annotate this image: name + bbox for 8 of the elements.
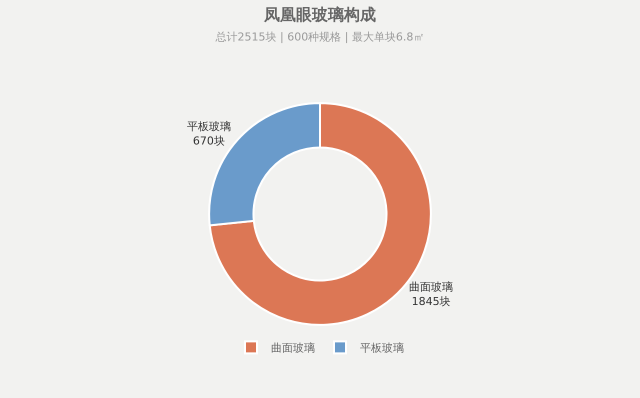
chart-title: 凤凰眼玻璃构成 [263,4,376,24]
legend-label: 平板玻璃 [360,342,404,355]
data-label: 670块 [192,134,225,148]
data-label: 1845块 [412,295,451,308]
slice-label: 平板玻璃 [186,120,231,133]
chart-subtitle: 总计2515块 | 600种规格 | 最大单块6.8㎡ [214,30,424,44]
slice-label: 曲面玻璃 [409,280,454,294]
legend-label: 曲面玻璃 [271,342,315,355]
